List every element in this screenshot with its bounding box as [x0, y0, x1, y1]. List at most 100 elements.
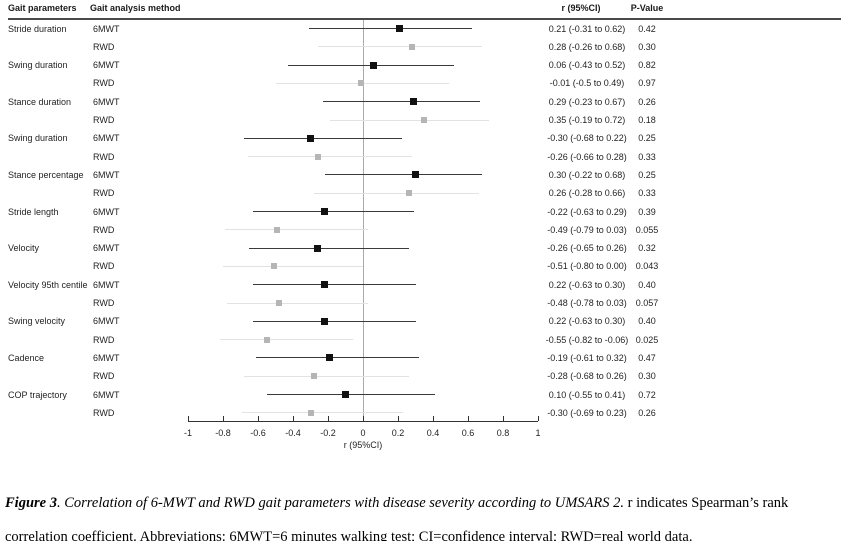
x-axis-tick — [503, 416, 504, 421]
point-estimate-marker — [270, 263, 277, 270]
r-ci-value: 0.30 (-0.22 to 0.68) — [548, 169, 626, 180]
p-value: 0.82 — [638, 60, 656, 71]
analysis-method-label: 6MWT — [93, 316, 120, 327]
r-ci-value: -0.49 (-0.79 to 0.03) — [547, 224, 627, 235]
p-value: 0.40 — [638, 316, 656, 327]
confidence-interval-line — [242, 412, 404, 414]
confidence-interval-line — [317, 46, 482, 48]
gait-parameter-label: Swing velocity — [8, 316, 66, 327]
analysis-method-label: RWD — [93, 224, 115, 235]
confidence-interval-line — [329, 119, 489, 121]
zero-reference-line — [363, 20, 364, 421]
r-ci-value: -0.51 (-0.80 to 0.00) — [547, 261, 627, 272]
point-estimate-marker — [274, 226, 281, 233]
p-value: 0.057 — [635, 298, 659, 308]
x-axis-tick-label: -0.8 — [215, 428, 231, 438]
point-estimate-marker — [314, 244, 321, 252]
figure-caption-label: Figure 3 — [5, 494, 57, 511]
confidence-interval-line — [252, 284, 416, 286]
analysis-method-label: RWD — [93, 334, 115, 345]
point-estimate-marker — [321, 208, 328, 215]
r-ci-value: -0.30 (-0.68 to 0.22) — [547, 133, 627, 144]
x-axis-tick — [293, 416, 294, 421]
p-value: 0.30 — [638, 371, 656, 382]
r-ci-value: 0.10 (-0.55 to 0.41) — [548, 389, 626, 400]
r-ci-value: -0.30 (-0.69 to 0.23) — [547, 407, 627, 418]
point-estimate-marker — [358, 80, 365, 87]
p-value: 0.26 — [638, 407, 656, 418]
confidence-interval-line — [249, 247, 409, 249]
figure-caption-normal: r indicates Spearman’s rank correlation … — [5, 494, 789, 541]
confidence-interval-line — [256, 357, 419, 359]
p-value: 0.39 — [638, 206, 656, 217]
point-estimate-marker — [370, 61, 377, 69]
x-axis-tick — [223, 416, 224, 421]
analysis-method-label: RWD — [93, 151, 115, 162]
point-estimate-marker — [421, 117, 428, 123]
confidence-interval-line — [244, 137, 402, 139]
x-axis-tick — [398, 416, 399, 421]
p-value: 0.47 — [638, 352, 656, 363]
p-value: 0.42 — [638, 23, 656, 34]
p-value: 0.33 — [638, 188, 656, 199]
analysis-method-label: RWD — [93, 298, 115, 308]
confidence-interval-line — [223, 265, 363, 267]
r-ci-value: 0.26 (-0.28 to 0.66) — [548, 188, 626, 199]
x-axis-tick-label: 0 — [360, 428, 366, 438]
point-estimate-marker — [321, 281, 328, 289]
analysis-method-label: RWD — [93, 261, 115, 272]
r-ci-value: 0.22 (-0.63 to 0.30) — [548, 316, 626, 327]
p-value: 0.055 — [635, 224, 659, 235]
r-ci-value: -0.22 (-0.63 to 0.29) — [547, 206, 627, 217]
gait-parameter-label: Swing duration — [8, 60, 68, 71]
x-axis-tick — [258, 416, 259, 421]
analysis-method-label: 6MWT — [93, 206, 120, 217]
point-estimate-marker — [276, 300, 282, 306]
gait-parameter-label: Cadence — [8, 352, 45, 363]
x-axis-tick-label: 0.2 — [391, 428, 405, 438]
analysis-method-label: RWD — [93, 188, 115, 199]
r-ci-value: 0.35 (-0.19 to 0.72) — [548, 115, 626, 125]
x-axis-tick — [363, 416, 364, 421]
confidence-interval-line — [244, 375, 409, 377]
column-header-gait-parameters: Gait parameters — [8, 3, 77, 13]
p-value: 0.18 — [638, 115, 656, 125]
point-estimate-marker — [263, 336, 270, 343]
confidence-interval-line — [226, 302, 369, 304]
analysis-method-label: 6MWT — [93, 243, 120, 254]
r-ci-value: -0.26 (-0.66 to 0.28) — [547, 151, 627, 162]
analysis-method-label: 6MWT — [93, 352, 120, 363]
p-value: 0.32 — [638, 243, 656, 254]
point-estimate-marker — [405, 190, 412, 197]
point-estimate-marker — [307, 409, 314, 416]
r-ci-value: 0.29 (-0.23 to 0.67) — [548, 96, 626, 107]
x-axis-tick-label: -0.4 — [285, 428, 301, 438]
r-ci-value: 0.22 (-0.63 to 0.30) — [548, 279, 626, 290]
r-ci-value: -0.55 (-0.82 to -0.06) — [545, 334, 629, 345]
x-axis-title: r (95%CI) — [343, 440, 383, 450]
gait-parameter-label: Stance percentage — [8, 169, 84, 180]
gait-parameter-label: Swing duration — [8, 133, 68, 144]
r-ci-value: -0.48 (-0.78 to 0.03) — [547, 298, 627, 308]
r-ci-value: 0.21 (-0.31 to 0.62) — [548, 23, 626, 34]
confidence-interval-line — [247, 156, 412, 158]
gait-parameter-label: Stride length — [8, 206, 59, 217]
x-axis-tick — [188, 416, 189, 421]
point-estimate-marker — [412, 171, 419, 179]
point-estimate-marker — [321, 317, 328, 325]
x-axis-tick — [468, 416, 469, 421]
analysis-method-label: RWD — [93, 371, 115, 382]
x-axis-tick-label: 0.4 — [426, 428, 440, 438]
r-ci-value: -0.01 (-0.5 to 0.49) — [549, 78, 625, 89]
p-value: 0.72 — [638, 389, 656, 400]
r-ci-value: -0.19 (-0.61 to 0.32) — [547, 352, 627, 363]
gait-parameter-label: COP trajectory — [8, 389, 67, 400]
confidence-interval-line — [324, 174, 482, 176]
p-value: 0.33 — [638, 151, 656, 162]
confidence-interval-line — [219, 339, 353, 341]
point-estimate-marker — [314, 153, 321, 160]
r-ci-value: -0.26 (-0.65 to 0.26) — [547, 243, 627, 254]
gait-parameter-label: Stride duration — [8, 23, 67, 34]
gait-parameter-label: Stance duration — [8, 96, 72, 107]
x-axis-tick — [433, 416, 434, 421]
